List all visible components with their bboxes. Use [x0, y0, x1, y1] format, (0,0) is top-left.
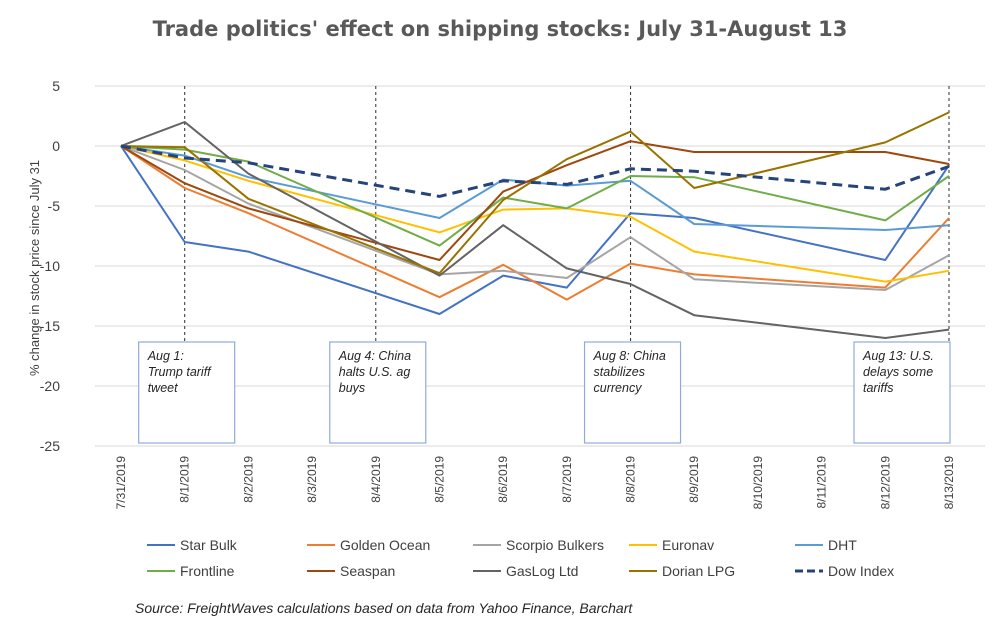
event-lines: [184, 86, 950, 440]
legend-item: Golden Ocean: [307, 537, 430, 553]
legend-label: DHT: [828, 537, 857, 553]
legend-label: Scorpio Bulkers: [506, 537, 604, 553]
series-line-gaslog-ltd: [120, 121, 950, 339]
series-line-frontline: [120, 145, 950, 247]
legend-label: Euronav: [662, 537, 714, 553]
y-axis-label: % change in stock price since July 31: [27, 160, 42, 376]
y-axis-ticks: 5 0 -5 -10 -15 -20 -25: [40, 78, 60, 454]
legend-item: Dorian LPG: [629, 563, 735, 579]
x-tick-label: 8/8/2019: [624, 456, 638, 503]
legend-item: Frontline: [147, 563, 235, 579]
annotation-text: tweet: [148, 381, 178, 395]
annotation-text: Trump tariff: [148, 365, 212, 379]
series-line-scorpio-bulkers: [120, 145, 950, 291]
x-tick-label: 8/10/2019: [751, 456, 765, 510]
legend-label: Star Bulk: [180, 537, 238, 553]
legend-item: GasLog Ltd: [473, 563, 578, 579]
legend-label: Dorian LPG: [662, 563, 735, 579]
legend-item: DHT: [795, 537, 857, 553]
legend-label: Golden Ocean: [340, 537, 430, 553]
series-lines: [120, 111, 950, 339]
x-tick-label: 8/13/2019: [942, 456, 956, 510]
x-tick-label: 8/2/2019: [241, 456, 255, 503]
x-tick-label: 8/3/2019: [305, 456, 319, 503]
annotation-frame: [329, 341, 427, 444]
legend-label: GasLog Ltd: [506, 563, 578, 579]
y-tick-label: 5: [52, 78, 60, 94]
x-tick-label: 8/6/2019: [496, 456, 510, 503]
legend: Star Bulk Golden Ocean Scorpio Bulkers Euro…: [147, 537, 894, 579]
legend-item: Dow Index: [795, 563, 894, 579]
annotation-frame: [583, 341, 682, 444]
series-line-golden-ocean: [120, 145, 950, 301]
y-tick-label: -10: [40, 258, 60, 274]
annotation-box: Aug 13: U.S. delays some tariffs: [853, 341, 951, 444]
legend-item: Euronav: [629, 537, 714, 553]
x-tick-label: 8/7/2019: [560, 456, 574, 503]
annotation-text: tariffs: [863, 381, 894, 395]
annotation-text: Aug 1:: [147, 349, 184, 363]
legend-item: Seaspan: [307, 563, 395, 579]
x-tick-label: 8/12/2019: [878, 456, 892, 510]
annotation-box: Aug 4: China halts U.S. ag buys: [329, 341, 427, 444]
x-tick-label: 8/11/2019: [815, 456, 829, 509]
annotation-box: Aug 8: China stabilizes currency: [583, 341, 682, 444]
legend-label: Seaspan: [340, 563, 395, 579]
annotation-text: stabilizes: [594, 365, 645, 379]
annotation-text: Aug 4: China: [338, 349, 411, 363]
annotation-frame: [853, 341, 951, 444]
annotation-text: Aug 8: China: [593, 349, 666, 363]
series-line-seaspan: [120, 140, 950, 261]
annotation-text: currency: [594, 381, 643, 395]
y-tick-label: -15: [40, 318, 60, 334]
annotation-text: delays some: [863, 365, 933, 379]
y-tick-label: -20: [40, 378, 60, 394]
legend-label: Dow Index: [828, 563, 894, 579]
x-tick-label: 8/5/2019: [432, 456, 446, 503]
x-axis-ticks: 7/31/2019 8/1/2019 8/2/2019 8/3/2019 8/4/201…: [114, 456, 956, 510]
series-line-dow-index: [120, 144, 950, 198]
legend-label: Frontline: [180, 563, 235, 579]
legend-item: Scorpio Bulkers: [473, 537, 604, 553]
x-tick-label: 7/31/2019: [114, 456, 128, 510]
legend-item: Star Bulk: [147, 537, 238, 553]
y-tick-label: -5: [48, 198, 61, 214]
annotations: Aug 1: Trump tariff tweet Aug 4: China halts…: [138, 341, 951, 444]
annotation-text: halts U.S. ag: [339, 365, 411, 379]
series-line-dht: [120, 145, 950, 231]
annotation-box: Aug 1: Trump tariff tweet: [138, 341, 236, 444]
series-line-euronav: [120, 145, 950, 283]
y-tick-label: 0: [52, 138, 60, 154]
x-tick-label: 8/4/2019: [369, 456, 383, 503]
annotation-frame: [138, 341, 236, 444]
annotation-text: buys: [339, 381, 365, 395]
chart-title: Trade politics' effect on shipping stock…: [153, 17, 848, 41]
x-tick-label: 8/1/2019: [178, 456, 192, 503]
annotation-text: Aug 13: U.S.: [862, 349, 934, 363]
y-tick-label: -25: [40, 438, 60, 454]
x-tick-label: 8/9/2019: [687, 456, 701, 503]
source-note: Source: FreightWaves calculations based …: [135, 600, 633, 616]
series-line-dorian-lpg: [120, 111, 950, 275]
